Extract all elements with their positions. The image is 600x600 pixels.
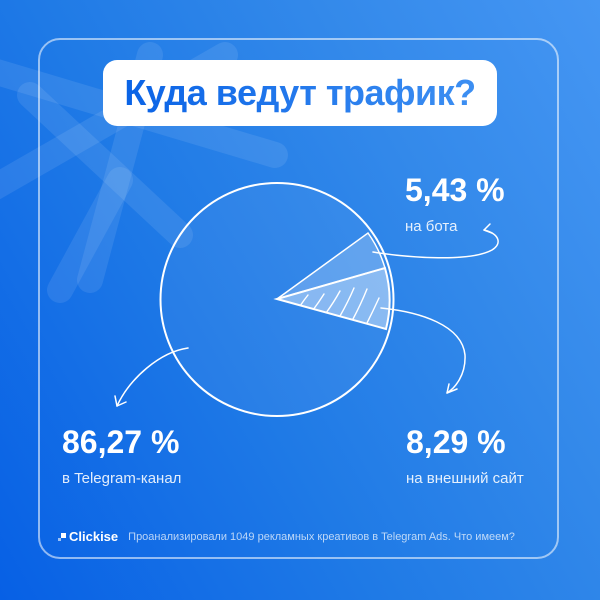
stat-bot: 5,43 % на бота bbox=[405, 172, 505, 235]
stat-site-label: на внешний сайт bbox=[406, 470, 524, 487]
logo-mark-icon bbox=[58, 532, 66, 541]
arrow-site bbox=[380, 307, 466, 394]
page-title: Куда ведут трафик? bbox=[124, 72, 476, 113]
stat-telegram: 86,27 % в Telegram-канал bbox=[62, 424, 181, 487]
title-box: Куда ведут трафик? bbox=[103, 60, 497, 126]
stat-telegram-value: 86,27 % bbox=[62, 424, 180, 460]
stat-site: 8,29 % на внешний сайт bbox=[406, 424, 524, 487]
content-card bbox=[38, 38, 559, 559]
footer: Clickise Проанализировали 1049 рекламных… bbox=[58, 529, 515, 544]
arrow-telegram bbox=[116, 347, 189, 407]
stat-bot-label: на бота bbox=[405, 218, 458, 235]
arrows bbox=[114, 223, 499, 407]
brand-name: Clickise bbox=[69, 529, 119, 544]
stat-site-value: 8,29 % bbox=[406, 424, 506, 460]
pie-slice-site bbox=[273, 266, 391, 331]
arrow-bot bbox=[372, 229, 499, 259]
footer-caption: Проанализировали 1049 рекламных креативо… bbox=[128, 530, 515, 543]
brand-logo: Clickise bbox=[58, 529, 118, 544]
stat-telegram-label: в Telegram-канал bbox=[62, 470, 182, 487]
stat-bot-value: 5,43 % bbox=[405, 172, 505, 208]
